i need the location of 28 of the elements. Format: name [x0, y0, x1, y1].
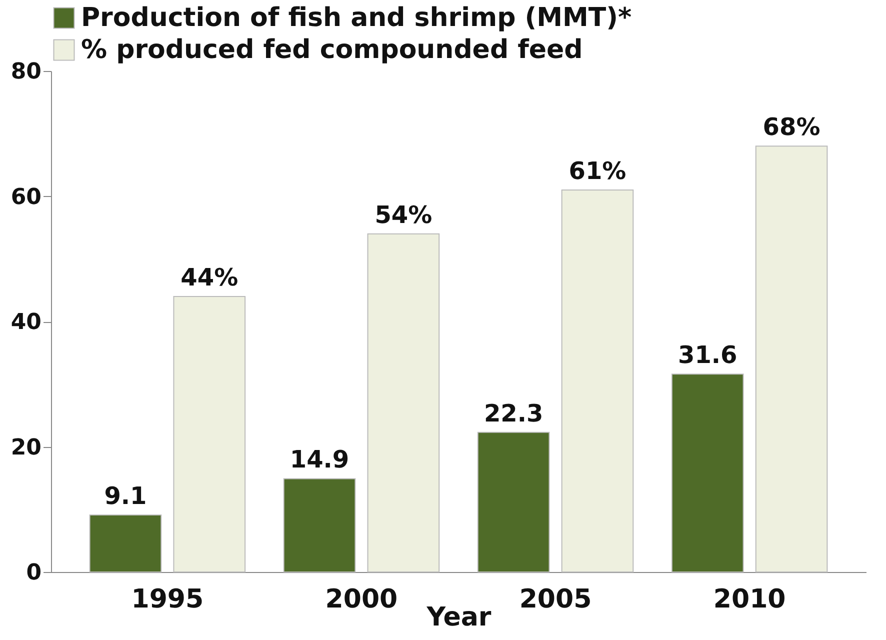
data-label: 14.9 [290, 446, 350, 474]
x-tick-label: 1995 [131, 584, 204, 614]
legend-label: % produced fed compounded feed [81, 35, 583, 65]
y-tick-label: 20 [10, 435, 42, 460]
y-tick-label: 0 [26, 560, 42, 586]
y-tick-label: 80 [10, 60, 42, 84]
x-axis-title: Year [426, 602, 492, 632]
y-tick-label: 40 [10, 310, 42, 335]
y-tick-label: 60 [10, 184, 42, 210]
legend-label: Production of fish and shrimp (MMT)* [81, 3, 632, 33]
bar [367, 233, 440, 572]
data-label: 44% [180, 263, 238, 292]
x-tick-label: 2010 [713, 584, 786, 614]
x-tick-label: 2005 [519, 584, 592, 614]
data-label: 54% [374, 200, 432, 229]
bar [89, 514, 162, 572]
bar [561, 189, 634, 572]
data-label: 9.1 [104, 482, 147, 510]
bar [755, 146, 828, 572]
bar [477, 432, 550, 572]
data-label: 22.3 [484, 399, 544, 428]
bar [283, 478, 356, 572]
data-label: 61% [568, 156, 626, 185]
data-label: 31.6 [678, 341, 738, 370]
bar [173, 296, 246, 572]
bar [671, 374, 744, 572]
data-label: 68% [762, 113, 820, 142]
x-tick-label: 2000 [325, 584, 398, 614]
